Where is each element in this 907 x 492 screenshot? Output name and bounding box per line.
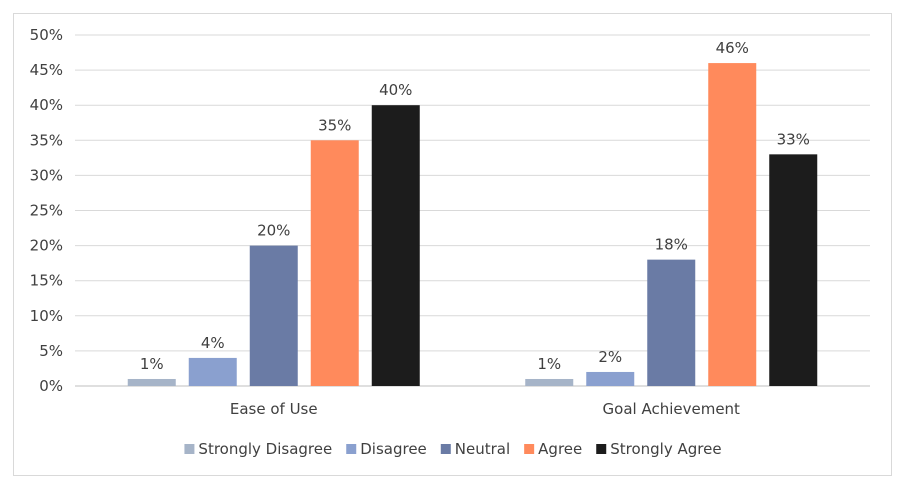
y-tick-label: 30% (30, 166, 63, 184)
data-label: 18% (655, 236, 688, 254)
y-axis: 0% 5% 10% 15% 20% 25% 30% 35% 40% 45% 50% (30, 26, 63, 395)
legend-swatch (440, 444, 451, 454)
legend-label: Strongly Agree (610, 440, 721, 458)
y-tick-label: 25% (30, 202, 63, 220)
bar (249, 245, 298, 386)
data-label: 20% (257, 222, 290, 240)
y-tick-label: 15% (30, 272, 63, 290)
legend-label: Neutral (455, 440, 510, 458)
category-label: Ease of Use (230, 400, 318, 418)
y-tick-label: 20% (30, 237, 63, 255)
data-label: 33% (777, 130, 810, 148)
y-tick-label: 35% (30, 131, 63, 149)
bar (127, 378, 176, 386)
legend-item: Agree (524, 440, 582, 458)
data-label: 4% (201, 334, 225, 352)
legend-item: Disagree (346, 440, 427, 458)
legend-item: Strongly Disagree (184, 440, 332, 458)
bar (586, 371, 635, 386)
data-label: 40% (379, 81, 412, 99)
legend-label: Agree (538, 440, 582, 458)
data-label: 1% (537, 355, 561, 373)
y-tick-label: 40% (30, 96, 63, 114)
legend-item: Strongly Agree (596, 440, 722, 458)
y-tick-label: 45% (30, 61, 63, 79)
y-tick-label: 10% (30, 307, 63, 325)
data-label: 2% (598, 348, 622, 366)
bar (647, 259, 696, 386)
bar (371, 105, 420, 386)
y-tick-label: 0% (39, 377, 63, 395)
legend-swatch (596, 444, 607, 454)
bars (127, 63, 818, 387)
y-tick-label: 50% (30, 26, 63, 44)
bar (525, 378, 574, 386)
category-label: Goal Achievement (603, 400, 741, 418)
y-tick-label: 5% (39, 342, 63, 360)
legend-item: Neutral (440, 440, 510, 458)
bar (310, 140, 359, 386)
legend-swatch (524, 444, 535, 454)
legend-label: Disagree (360, 440, 427, 458)
x-axis: Ease of Use Goal Achievement (230, 400, 740, 418)
legend-label: Strongly Disagree (198, 440, 332, 458)
bar (769, 154, 818, 386)
data-labels: 1% 4% 20% 35% 40% 1% 2% 18% 46% 33% (140, 39, 810, 373)
legend-swatch (346, 444, 357, 454)
bar (708, 63, 757, 387)
data-label: 1% (140, 355, 164, 373)
data-label: 46% (716, 39, 749, 57)
bar (188, 357, 237, 386)
data-label: 35% (318, 116, 351, 134)
legend: Strongly Disagree Disagree Neutral Agree Str… (184, 440, 722, 458)
legend-swatch (184, 444, 195, 454)
